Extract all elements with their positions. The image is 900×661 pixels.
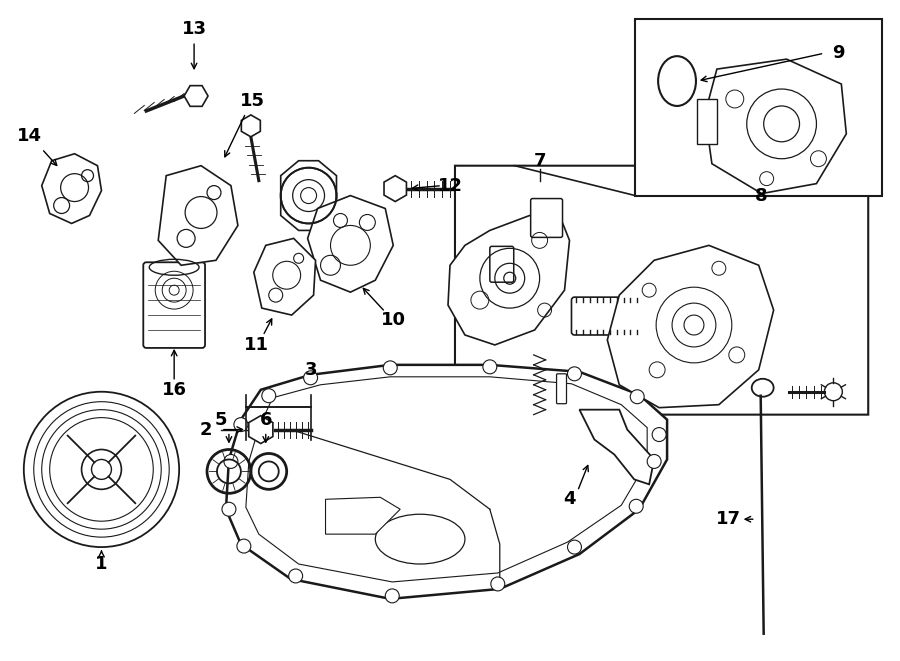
Polygon shape: [226, 365, 667, 599]
Text: 12: 12: [437, 176, 463, 194]
Text: 4: 4: [563, 490, 576, 508]
Polygon shape: [455, 166, 868, 414]
FancyBboxPatch shape: [556, 374, 566, 404]
Circle shape: [652, 428, 666, 442]
FancyBboxPatch shape: [143, 262, 205, 348]
Circle shape: [289, 569, 302, 583]
Polygon shape: [158, 166, 238, 265]
Polygon shape: [241, 115, 260, 137]
Polygon shape: [41, 154, 102, 223]
Text: 2: 2: [200, 420, 212, 439]
Polygon shape: [248, 416, 273, 444]
FancyBboxPatch shape: [572, 297, 643, 335]
Polygon shape: [184, 86, 208, 106]
Text: 14: 14: [17, 127, 42, 145]
Circle shape: [647, 455, 662, 469]
Polygon shape: [697, 99, 717, 144]
Circle shape: [224, 455, 238, 469]
Polygon shape: [580, 410, 654, 485]
Circle shape: [262, 389, 275, 403]
Circle shape: [234, 418, 248, 432]
Text: 3: 3: [304, 361, 317, 379]
Polygon shape: [384, 176, 407, 202]
Text: 15: 15: [240, 92, 266, 110]
Circle shape: [222, 502, 236, 516]
Polygon shape: [308, 196, 393, 292]
Circle shape: [491, 577, 505, 591]
Text: 17: 17: [716, 510, 742, 528]
Circle shape: [237, 539, 251, 553]
FancyBboxPatch shape: [531, 198, 562, 237]
Circle shape: [568, 367, 581, 381]
Polygon shape: [705, 59, 846, 194]
Polygon shape: [326, 497, 400, 534]
Text: 13: 13: [182, 20, 207, 38]
Circle shape: [629, 499, 643, 513]
Polygon shape: [608, 245, 774, 408]
Text: 11: 11: [244, 336, 269, 354]
Circle shape: [630, 390, 644, 404]
FancyBboxPatch shape: [490, 247, 514, 282]
Polygon shape: [448, 215, 570, 345]
Text: 5: 5: [215, 410, 227, 428]
Text: 9: 9: [832, 44, 844, 62]
Polygon shape: [254, 239, 316, 315]
Text: 6: 6: [259, 410, 272, 428]
Circle shape: [383, 361, 397, 375]
Text: 10: 10: [381, 311, 406, 329]
Text: 8: 8: [754, 186, 767, 204]
Circle shape: [303, 371, 318, 385]
Polygon shape: [635, 19, 882, 196]
Circle shape: [568, 540, 581, 554]
Polygon shape: [281, 161, 337, 231]
Circle shape: [385, 589, 400, 603]
Polygon shape: [246, 377, 647, 582]
Text: 1: 1: [95, 555, 108, 573]
Text: 16: 16: [162, 381, 186, 399]
Circle shape: [483, 360, 497, 374]
Text: 7: 7: [534, 152, 546, 170]
